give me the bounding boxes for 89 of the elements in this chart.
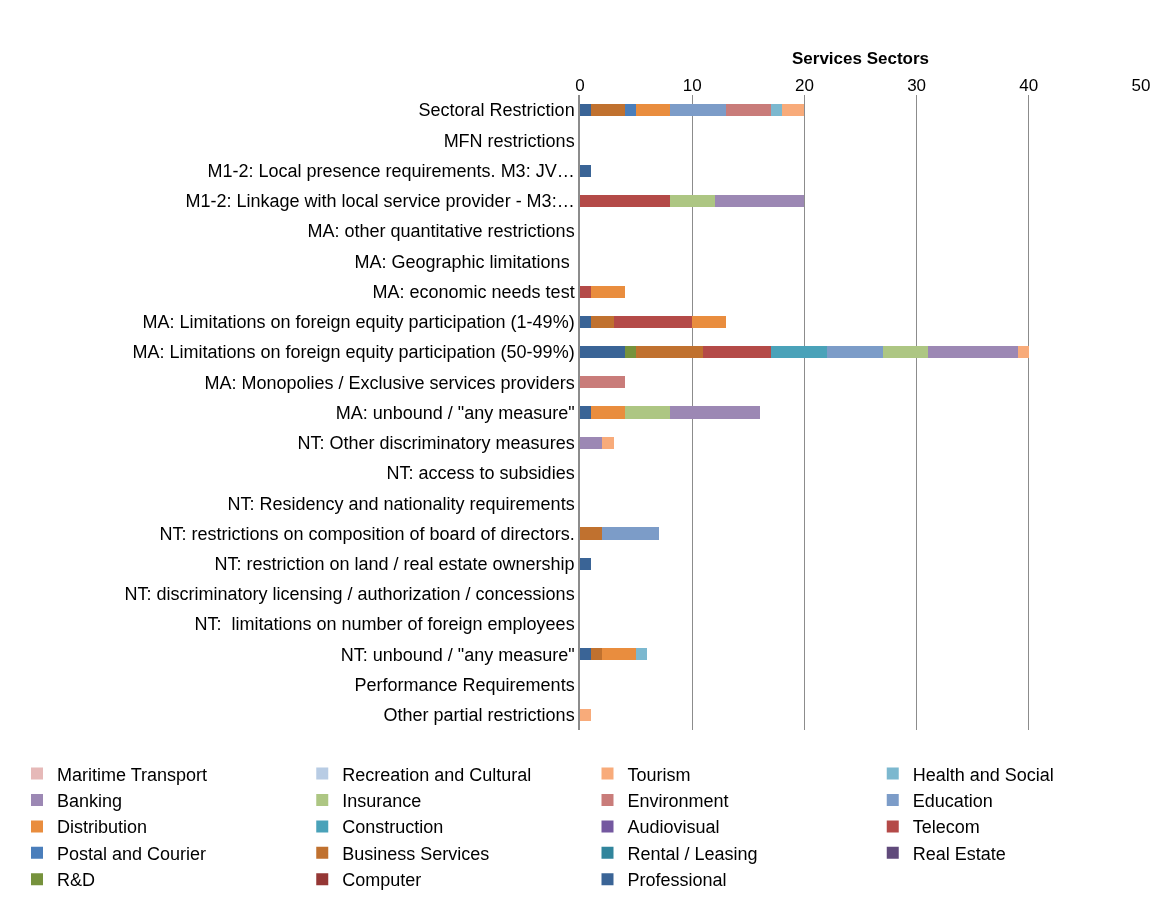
legend-label: Maritime Transport bbox=[57, 764, 208, 785]
bar bbox=[580, 436, 603, 449]
bar bbox=[591, 406, 625, 419]
bar bbox=[591, 648, 603, 661]
legend-label: Real Estate bbox=[912, 843, 1006, 864]
bar bbox=[770, 104, 782, 117]
bar bbox=[703, 345, 771, 359]
bar bbox=[580, 376, 625, 389]
x-tick-label: 30 bbox=[907, 75, 927, 95]
y-tick-label: MA: Limitations on foreign equity participation (50-99%) bbox=[132, 342, 575, 363]
bar bbox=[580, 406, 592, 419]
legend-label: Recreation and Cultural bbox=[342, 764, 532, 785]
bar bbox=[669, 104, 726, 117]
y-tick-label: NT: limitations on number of foreign employees bbox=[194, 614, 575, 635]
legend-label: Audiovisual bbox=[627, 817, 720, 838]
bar bbox=[927, 345, 1018, 359]
bar bbox=[580, 648, 592, 661]
bar bbox=[781, 104, 805, 117]
y-tick-label: NT: restrictions on composition of board of directors. bbox=[159, 523, 575, 544]
bar bbox=[725, 104, 771, 117]
legend-label: Postal and Courier bbox=[57, 843, 207, 864]
legend-label: Distribution bbox=[57, 817, 148, 838]
legend-label: Education bbox=[912, 791, 993, 812]
y-tick-label: MA: economic needs test bbox=[372, 281, 575, 302]
y-tick-label: MA: other quantitative restrictions bbox=[307, 221, 575, 242]
bar bbox=[669, 194, 715, 207]
bar bbox=[636, 345, 704, 359]
legend-label: Professional bbox=[627, 870, 727, 891]
legend-label: Construction bbox=[342, 817, 444, 838]
x-tick-label: 40 bbox=[1019, 75, 1039, 95]
legend-label: Banking bbox=[57, 791, 123, 812]
y-tick-label: M1-2: Linkage with local service provider - M3:… bbox=[185, 191, 575, 212]
y-tick-label: NT: discriminatory licensing / authorization / concessions bbox=[124, 584, 575, 605]
legend-label: Health and Social bbox=[912, 764, 1054, 785]
x-tick-label: 0 bbox=[575, 75, 585, 95]
bar bbox=[591, 315, 614, 328]
x-tick-label: 50 bbox=[1131, 75, 1151, 95]
bar bbox=[602, 436, 614, 449]
y-tick-label: MA: Limitations on foreign equity participation (1-49%) bbox=[142, 312, 575, 333]
legend-label: Insurance bbox=[342, 791, 422, 812]
bar bbox=[602, 648, 637, 661]
legend-label: Rental / Leasing bbox=[627, 843, 758, 864]
bar bbox=[591, 104, 625, 117]
x-tick-label: 10 bbox=[682, 75, 702, 95]
bar bbox=[580, 194, 670, 207]
bar bbox=[591, 285, 625, 298]
bar bbox=[636, 648, 648, 661]
bar bbox=[580, 315, 592, 328]
bar bbox=[580, 285, 592, 298]
bar bbox=[624, 104, 637, 117]
legend-label: Tourism bbox=[627, 764, 691, 785]
x-axis-title: Services Sectors bbox=[791, 49, 930, 69]
bar bbox=[1017, 345, 1029, 359]
legend-label: Environment bbox=[627, 791, 729, 812]
legend-label: R&D bbox=[57, 870, 96, 891]
bar bbox=[770, 345, 827, 359]
bar bbox=[580, 104, 592, 117]
bar bbox=[636, 104, 670, 117]
y-tick-label: NT: Residency and nationality requirements bbox=[227, 493, 575, 514]
bar bbox=[624, 345, 637, 359]
y-tick-label: Performance Requirements bbox=[354, 674, 575, 695]
y-tick-label: Other partial restrictions bbox=[383, 705, 575, 726]
y-tick-label: MA: unbound / "any measure" bbox=[335, 402, 575, 423]
bar bbox=[602, 527, 659, 540]
legend-label: Computer bbox=[342, 870, 422, 891]
bar bbox=[580, 164, 592, 177]
bar bbox=[714, 194, 805, 207]
bar bbox=[613, 315, 693, 328]
bar bbox=[624, 406, 670, 419]
y-tick-label: NT: restriction on land / real estate ownership bbox=[214, 553, 575, 574]
bar bbox=[580, 708, 592, 721]
bar bbox=[692, 315, 726, 328]
bar bbox=[580, 557, 592, 570]
bar bbox=[826, 345, 883, 359]
bar bbox=[580, 527, 603, 540]
legend-label: Telecom bbox=[912, 817, 980, 838]
y-tick-label: NT: access to subsidies bbox=[386, 463, 575, 484]
bar bbox=[882, 345, 928, 359]
x-tick-label: 20 bbox=[794, 75, 814, 95]
y-tick-label: NT: unbound / "any measure" bbox=[340, 644, 575, 665]
y-tick-label: M1-2: Local presence requirements. M3: JV… bbox=[207, 160, 575, 181]
bar bbox=[580, 345, 625, 359]
y-tick-label: Sectoral Restriction bbox=[418, 100, 575, 121]
y-tick-label: MA: Geographic limitations bbox=[354, 251, 575, 272]
y-tick-label: MA: Monopolies / Exclusive services providers bbox=[204, 372, 575, 393]
bar bbox=[669, 406, 760, 419]
legend-label: Business Services bbox=[342, 843, 490, 864]
y-tick-label: NT: Other discriminatory measures bbox=[297, 433, 575, 454]
y-tick-label: MFN restrictions bbox=[443, 130, 575, 151]
